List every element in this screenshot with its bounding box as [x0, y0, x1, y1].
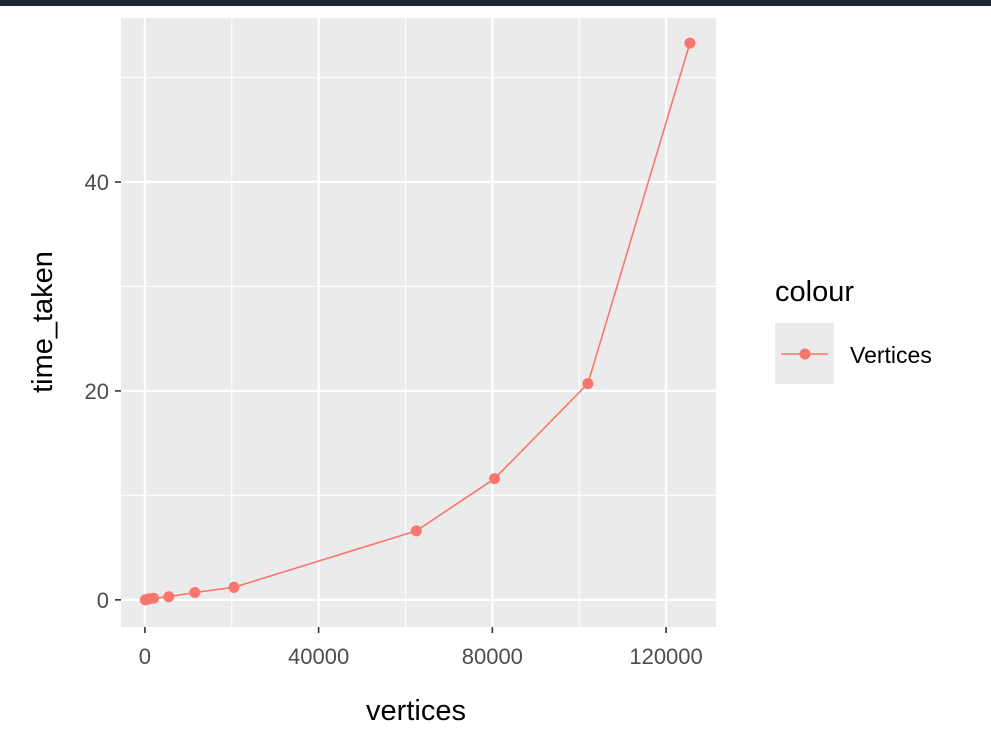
y-axis-tick-labels: 0 20 40 [85, 170, 109, 613]
data-point [410, 525, 422, 537]
y-tick-label: 40 [85, 170, 109, 195]
series-layer [139, 37, 696, 606]
legend-item-vertices: Vertices [850, 342, 932, 368]
window-top-border [0, 0, 991, 6]
data-point [489, 473, 501, 485]
x-tick-label: 0 [139, 644, 151, 669]
axis-ticks [115, 181, 667, 633]
data-point [582, 378, 594, 390]
data-point [189, 587, 201, 599]
legend-key-point [799, 348, 811, 360]
x-tick-label: 40000 [288, 644, 349, 669]
x-axis-tick-labels: 0 40000 80000 120000 [139, 644, 703, 669]
legend: colour Vertices [775, 276, 932, 384]
x-tick-label: 80000 [462, 644, 523, 669]
data-point [163, 591, 175, 603]
major-gridlines [121, 18, 716, 627]
y-tick-label: 20 [85, 379, 109, 404]
y-axis-title: time_taken [27, 251, 59, 393]
legend-title: colour [775, 276, 854, 308]
data-point [228, 581, 240, 593]
y-tick-label: 0 [97, 588, 109, 613]
x-axis-title: vertices [366, 695, 466, 727]
data-point [148, 592, 160, 604]
minor-gridlines [121, 18, 716, 627]
x-tick-label: 120000 [629, 644, 702, 669]
data-point [684, 37, 696, 49]
plot-panel [121, 18, 716, 627]
